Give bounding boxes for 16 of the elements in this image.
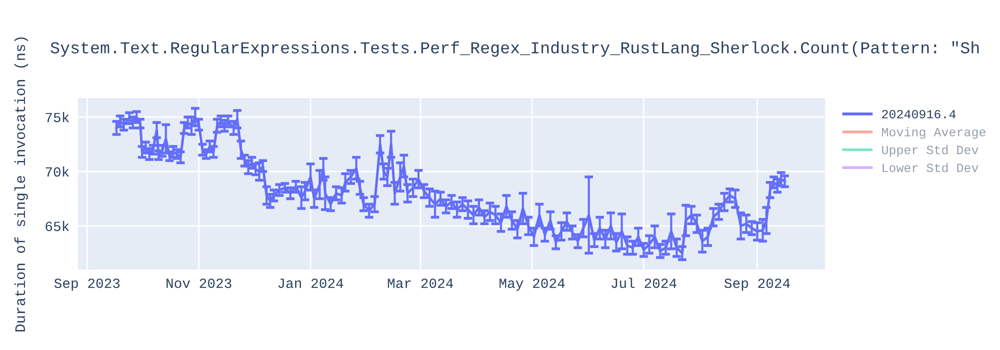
x-tick-label: Jul 2024 [612, 278, 676, 288]
y-tick-label: 70k [46, 166, 69, 177]
legend-label: Moving Average [882, 127, 986, 139]
chart-title: System.Text.RegularExpressions.Tests.Perf_Regex_Industry_RustLang_Sherlock.Count(Pattern: "Sh [50, 41, 979, 57]
legend-label: Upper Std Dev [882, 145, 978, 157]
x-tick-label: Jan 2024 [278, 278, 344, 288]
x-tick-label: Sep 2023 [54, 278, 120, 291]
x-tick-label: May 2024 [500, 278, 565, 291]
y-tick-label: 75k [46, 112, 69, 122]
y-axis-title: Duration of single invocation (ns) [14, 37, 28, 332]
x-tick-label: Nov 2023 [166, 278, 232, 288]
legend-label: Lower Std Dev [882, 162, 978, 172]
y-tick-label: 65k [46, 220, 69, 232]
legend-label: 20240916.4 [882, 110, 956, 118]
x-tick-label: Sep 2024 [724, 278, 790, 291]
x-tick-label: Mar 2024 [388, 278, 454, 288]
